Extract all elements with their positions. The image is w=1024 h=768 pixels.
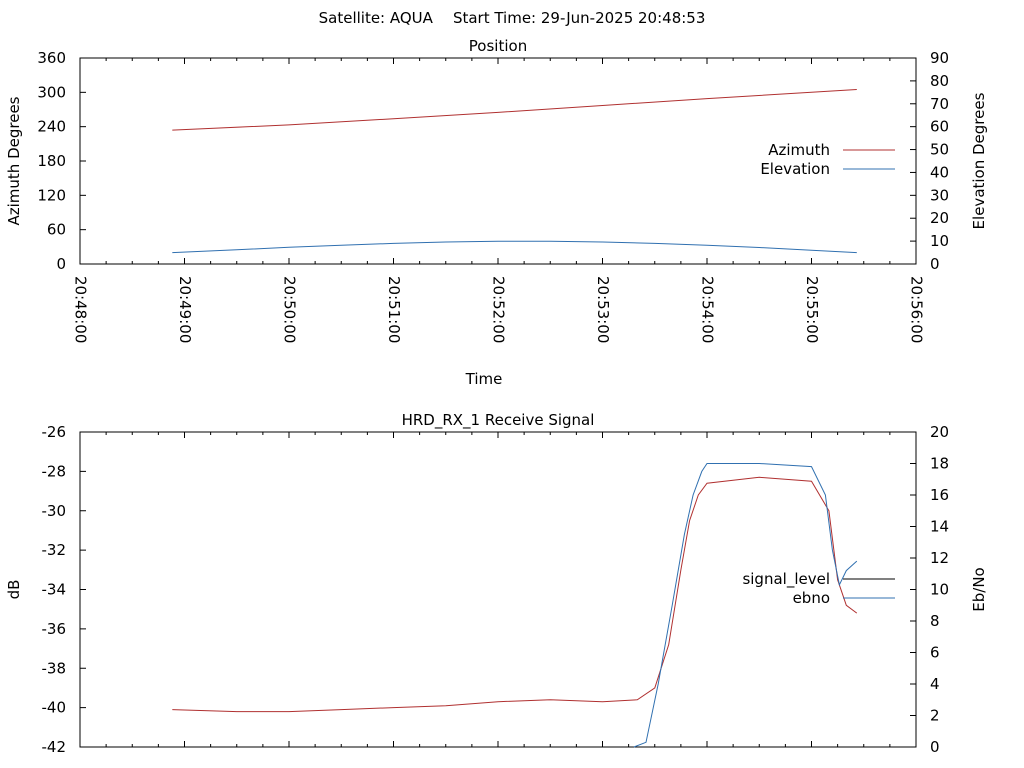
y2-tick-label: 8 xyxy=(930,612,940,630)
y-tick-label: 240 xyxy=(37,118,66,136)
y-tick-label: -30 xyxy=(42,502,67,520)
x-axis-label: Time xyxy=(465,370,503,388)
y2-tick-label: 16 xyxy=(930,486,949,504)
y-tick-label: -42 xyxy=(42,738,67,756)
position-chart: Position 0 60 120 180 240 300 360 0 10 20 30 40 50 60 7… xyxy=(5,37,988,388)
x-tick-label: 20:52:00 xyxy=(490,276,508,343)
figure-title: Satellite: AQUA Start Time: 29-Jun-2025 2… xyxy=(319,9,706,27)
y-tick-label: 360 xyxy=(37,49,66,67)
series-line-azimuth xyxy=(172,89,857,131)
chart-title: Position xyxy=(469,37,527,55)
chart-title: HRD_RX_1 Receive Signal xyxy=(402,411,595,430)
y2-tick-label: 14 xyxy=(930,518,949,536)
x-tick-label: 20:53:00 xyxy=(594,276,612,343)
y2-tick-label: 0 xyxy=(930,738,940,756)
legend-label: Elevation xyxy=(760,160,830,178)
y-tick-label: 60 xyxy=(47,221,66,239)
y2-tick-label: 70 xyxy=(930,95,949,113)
y2-tick-label: 10 xyxy=(930,232,949,250)
y2-tick-label: 20 xyxy=(930,209,949,227)
y-tick-label: -38 xyxy=(42,659,67,677)
legend-label: ebno xyxy=(793,589,830,607)
y-tick-label: -32 xyxy=(42,541,67,559)
x-tick-label: 20:50:00 xyxy=(281,276,299,343)
y2-tick-label: 18 xyxy=(930,455,949,473)
y2-tick-label: 4 xyxy=(930,675,940,693)
x-tick-label: 20:48:00 xyxy=(72,276,90,343)
x-tick-label: 20:51:00 xyxy=(385,276,403,343)
y2-axis-label: Elevation Degrees xyxy=(970,92,988,229)
y2-tick-label: 2 xyxy=(930,707,940,725)
x-tick-label: 20:55:00 xyxy=(803,276,821,343)
y2-tick-label: 30 xyxy=(930,186,949,204)
y2-tick-label: 60 xyxy=(930,118,949,136)
series-line-signal_level xyxy=(172,476,858,713)
start-time-label: Start Time: 29-Jun-2025 20:48:53 xyxy=(453,9,705,27)
y-tick-label: -34 xyxy=(42,581,67,599)
y-tick-label: 300 xyxy=(37,83,66,101)
y2-tick-label: 12 xyxy=(930,549,949,567)
y2-tick-label: 6 xyxy=(930,644,940,662)
y-tick-label: 180 xyxy=(37,152,66,170)
receive-signal-chart: HRD_RX_1 Receive Signal -42 -40 -38 -36 -34 -3… xyxy=(5,411,988,756)
satellite-label: Satellite: AQUA xyxy=(319,9,434,27)
y2-tick-label: 90 xyxy=(930,49,949,67)
x-tick-label: 20:54:00 xyxy=(699,276,717,343)
y-tick-label: 120 xyxy=(37,186,66,204)
legend-label: Azimuth xyxy=(768,141,830,159)
y2-axis-label: Eb/No xyxy=(970,567,988,611)
y2-tick-label: 40 xyxy=(930,163,949,181)
y-axis-label: dB xyxy=(5,580,23,600)
y2-tick-label: 50 xyxy=(930,141,949,159)
y-axis-label: Azimuth Degrees xyxy=(5,96,23,225)
legend-label: signal_level xyxy=(742,570,830,589)
y-tick-label: -36 xyxy=(42,620,67,638)
y-tick-label: 0 xyxy=(56,255,66,273)
y2-tick-label: 0 xyxy=(930,255,940,273)
y2-tick-label: 80 xyxy=(930,72,949,90)
y2-tick-label: 20 xyxy=(930,423,949,441)
y-tick-label: -26 xyxy=(42,423,67,441)
x-tick-label: 20:49:00 xyxy=(176,276,194,343)
y2-tick-label: 10 xyxy=(930,581,949,599)
series-line-ebno xyxy=(633,463,858,748)
series-line-elevation xyxy=(172,240,857,254)
x-tick-label: 20:56:00 xyxy=(908,276,926,343)
y-tick-label: -40 xyxy=(42,699,67,717)
y-tick-label: -28 xyxy=(42,462,67,480)
